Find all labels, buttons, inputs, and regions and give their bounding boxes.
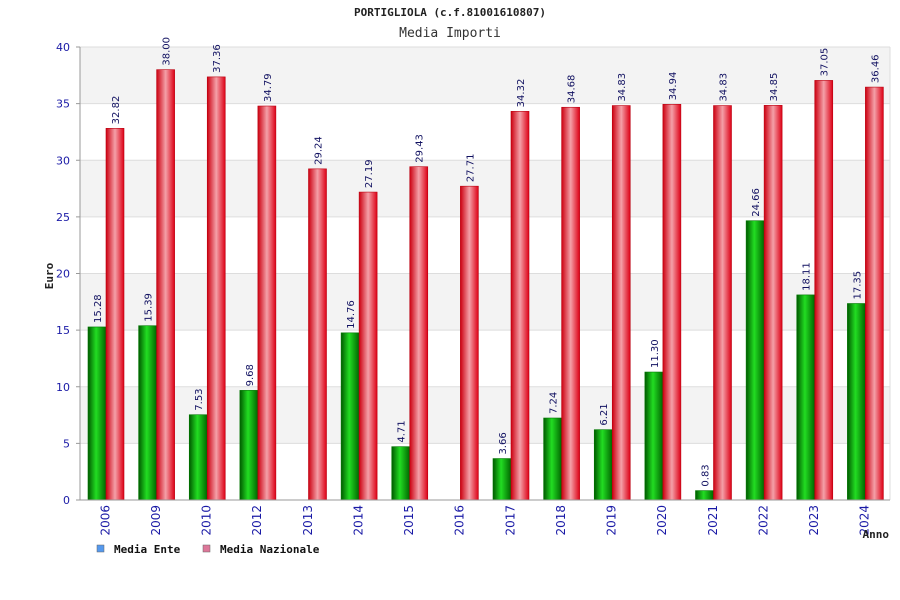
x-tick-label: 2017	[503, 505, 517, 536]
bar-media-ente-2015	[391, 446, 411, 501]
x-tick-label: 2022	[756, 505, 770, 536]
value-label: 24.66	[751, 188, 762, 217]
bar-media-ente-2006	[87, 326, 107, 501]
y-tick-label: 0	[63, 494, 70, 507]
bar-media-nazionale-2020	[662, 104, 682, 501]
bar-media-nazionale-2018	[561, 106, 580, 501]
value-label: 34.79	[263, 73, 274, 102]
bar-media-nazionale-2019	[611, 105, 631, 501]
bar-media-nazionale-2017	[510, 111, 530, 501]
bar-media-ente-2019	[593, 429, 613, 501]
bar-media-nazionale-2015	[409, 166, 429, 501]
value-label: 11.30	[650, 339, 661, 368]
bar-media-ente-2014	[340, 332, 360, 501]
bar-media-nazionale-2012	[257, 105, 277, 501]
value-label: 9.68	[245, 364, 256, 386]
bar-media-ente-2024	[847, 303, 866, 501]
y-tick-label: 10	[56, 381, 70, 394]
x-axis-ticks: 2006 2009 2010 2012 2013 2014 2015 2016 2017 2018…	[98, 505, 871, 536]
bar-media-nazionale-2013	[308, 168, 327, 501]
value-label: 36.46	[870, 54, 881, 83]
bar-media-nazionale-2010	[206, 76, 226, 501]
bar-media-ente-2022	[745, 220, 765, 501]
bar-media-nazionale-2023	[814, 80, 834, 501]
value-label: 27.71	[465, 154, 476, 183]
value-label: 34.83	[719, 73, 730, 102]
legend-label: Media Nazionale	[220, 543, 320, 556]
value-label: 18.11	[802, 262, 813, 291]
value-label: 34.94	[668, 72, 679, 101]
y-tick-label: 30	[56, 154, 70, 167]
x-tick-label: 2013	[301, 505, 315, 536]
value-label: 17.35	[852, 271, 863, 300]
bar-media-nazionale-2022	[763, 105, 783, 501]
x-tick-label: 2018	[554, 505, 568, 536]
bar-media-ente-2023	[796, 294, 816, 501]
chart-title: PORTIGLIOLA (c.f.81001610807)	[354, 6, 546, 19]
value-label: 15.39	[144, 293, 155, 322]
value-label: 6.21	[599, 403, 610, 425]
y-tick-label: 20	[56, 268, 70, 281]
bar-media-nazionale-2009	[156, 69, 175, 501]
value-label: 0.83	[701, 464, 712, 486]
legend-swatch	[202, 544, 211, 553]
legend-label: Media Ente	[114, 543, 181, 556]
value-label: 14.76	[346, 300, 357, 329]
bar-media-ente-2021	[695, 490, 714, 501]
y-axis-ticks: 0 5 10 15 20 25 30 35 40	[56, 41, 80, 507]
bar-media-ente-2010	[188, 414, 208, 501]
bars	[87, 69, 884, 501]
bar-media-nazionale-2021	[713, 105, 732, 501]
value-label: 29.43	[415, 134, 426, 163]
bar-media-nazionale-2024	[865, 86, 884, 501]
x-tick-label: 2023	[807, 505, 821, 536]
value-label: 15.28	[93, 294, 104, 323]
x-tick-label: 2021	[706, 505, 720, 536]
bar-media-nazionale-2014	[358, 191, 378, 501]
x-tick-label: 2006	[98, 505, 112, 536]
y-tick-label: 40	[56, 41, 70, 54]
value-label: 34.85	[769, 73, 780, 102]
x-tick-label: 2019	[605, 505, 619, 536]
x-tick-label: 2012	[250, 505, 264, 536]
bar-media-ente-2017	[492, 458, 512, 501]
value-label: 4.71	[397, 420, 408, 442]
legend-swatch	[96, 544, 105, 553]
value-label: 29.24	[314, 136, 325, 165]
bar-media-nazionale-2006	[105, 128, 125, 501]
value-label: 32.82	[111, 96, 122, 125]
x-tick-label: 2016	[453, 505, 467, 536]
value-label: 34.83	[617, 73, 628, 102]
value-label: 37.36	[212, 44, 223, 73]
value-label: 7.24	[549, 392, 560, 414]
x-tick-label: 2015	[402, 505, 416, 536]
value-label: 34.68	[567, 75, 578, 104]
x-tick-label: 2010	[200, 505, 214, 536]
value-label: 34.32	[516, 79, 527, 108]
value-label: 38.00	[162, 37, 173, 66]
value-label: 37.05	[820, 48, 831, 77]
x-tick-label: 2009	[149, 505, 163, 536]
y-tick-label: 15	[56, 324, 70, 337]
x-axis-label: Anno	[863, 528, 890, 541]
value-label: 3.66	[498, 432, 509, 454]
y-tick-label: 35	[56, 98, 70, 111]
value-label: 27.19	[364, 159, 375, 188]
x-tick-label: 2020	[655, 505, 669, 536]
y-tick-label: 25	[56, 211, 70, 224]
y-axis-label: Euro	[43, 262, 56, 289]
bar-media-ente-2009	[138, 325, 157, 501]
value-labels: 15.28 32.82 15.39 38.00 7.53 37.36 9.68 34.79 29…	[93, 37, 881, 487]
legend: Media Ente Media Nazionale	[96, 543, 320, 556]
x-tick-label: 2014	[351, 505, 365, 536]
chart-subtitle: Media Importi	[399, 26, 501, 41]
bar-media-ente-2012	[239, 390, 259, 501]
x-tick-label: 2024	[858, 505, 872, 536]
bar-media-ente-2018	[543, 417, 562, 501]
value-label: 7.53	[194, 388, 205, 410]
bar-media-ente-2020	[644, 371, 664, 501]
bar-media-nazionale-2016	[460, 185, 479, 501]
y-tick-label: 5	[63, 437, 70, 450]
